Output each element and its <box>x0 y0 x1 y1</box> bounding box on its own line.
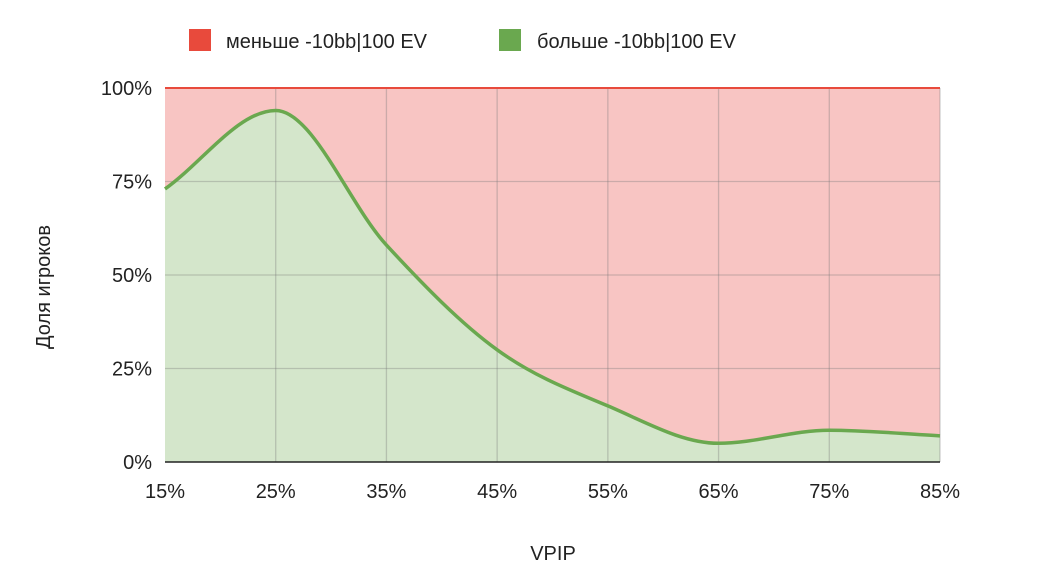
series-line-green <box>163 108 941 446</box>
x-tick-label: 35% <box>366 481 406 503</box>
y-tick-label: 25% <box>112 359 152 381</box>
legend-swatch-green[interactable] <box>499 29 521 51</box>
y-tick-label: 0% <box>123 452 152 474</box>
x-axis-title: VPIP <box>530 543 576 565</box>
y-axis-title: Доля игроков <box>33 225 55 349</box>
x-tick-label: 75% <box>809 481 849 503</box>
x-tick-label: 65% <box>699 481 739 503</box>
y-tick-label: 75% <box>112 172 152 194</box>
legend-label-green[interactable]: больше -10bb|100 EV <box>537 31 737 53</box>
y-tick-label: 50% <box>112 265 152 287</box>
x-tick-label: 15% <box>145 481 185 503</box>
x-tick-label: 45% <box>477 481 517 503</box>
x-tick-label: 25% <box>256 481 296 503</box>
legend-label-red[interactable]: меньше -10bb|100 EV <box>226 31 428 53</box>
y-tick-label: 100% <box>101 78 152 100</box>
legend-swatch-red[interactable] <box>189 29 211 51</box>
series-area-green <box>165 110 940 462</box>
x-tick-label: 85% <box>920 481 960 503</box>
x-tick-label: 55% <box>588 481 628 503</box>
